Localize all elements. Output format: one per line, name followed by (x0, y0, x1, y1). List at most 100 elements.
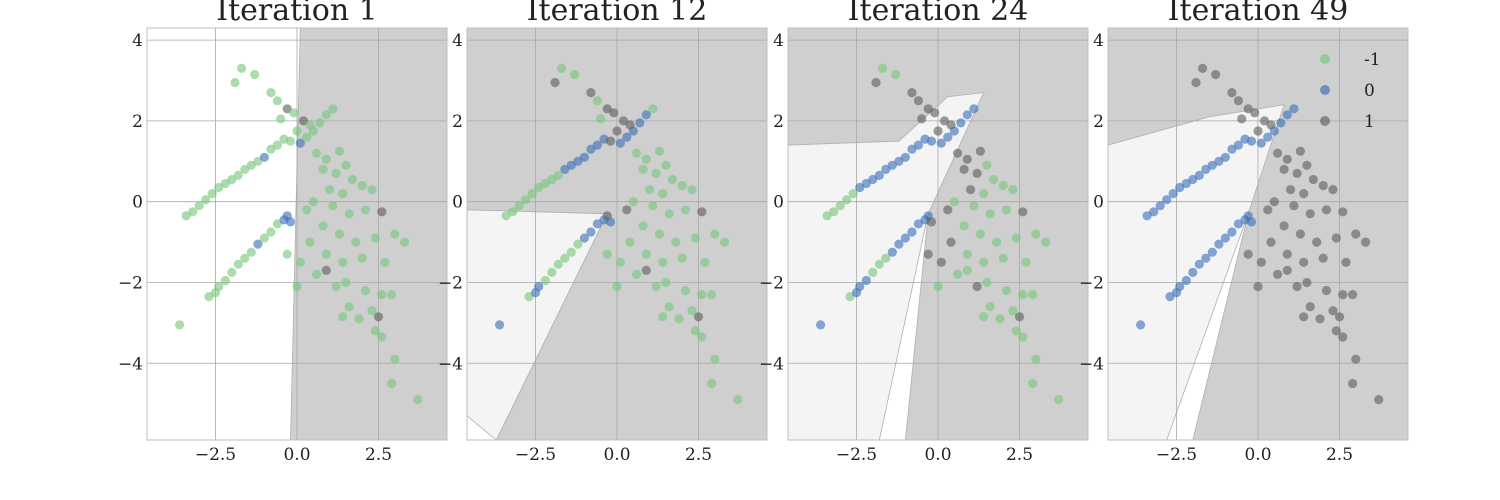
scatter-point (878, 63, 888, 73)
scatter-point (946, 237, 956, 247)
scatter-point (227, 267, 237, 277)
x-tick-label: 0.0 (283, 445, 310, 465)
scatter-point (400, 237, 410, 247)
scatter-point (547, 267, 557, 277)
x-tick-label: 0.0 (924, 445, 951, 465)
scatter-point (1273, 148, 1283, 158)
scatter-point (1289, 201, 1299, 211)
scatter-point (367, 306, 377, 316)
scatter-point (693, 312, 704, 322)
scatter-point (887, 160, 897, 170)
scatter-point (707, 378, 717, 389)
scatter-point (969, 201, 979, 211)
scatter-point (687, 306, 697, 316)
scatter-point (651, 281, 661, 292)
scatter-point (1011, 326, 1021, 336)
scatter-point (894, 239, 904, 249)
scatter-point (1220, 152, 1230, 162)
scatter-point (1286, 185, 1296, 195)
scatter-point (1256, 257, 1266, 267)
scatter-point (933, 126, 943, 136)
scatter-point (829, 207, 839, 217)
plot-frame (466, 27, 768, 441)
scatter-point (370, 326, 380, 336)
scatter-point (1227, 88, 1237, 98)
scatter-point (1018, 207, 1028, 217)
scatter-point (959, 164, 969, 174)
scatter-point (377, 290, 387, 300)
legend-marker-0 (1320, 85, 1330, 95)
scatter-point (250, 69, 260, 80)
scatter-point (1295, 229, 1305, 239)
subplot-title: Iteration 49 (1168, 0, 1349, 28)
scatter-point (1305, 302, 1315, 312)
scatter-point (972, 281, 982, 292)
scatter-point (527, 189, 537, 199)
scatter-point (1011, 233, 1021, 243)
scatter-point (1014, 312, 1025, 322)
scatter-point (1041, 237, 1051, 247)
scatter-point (1028, 290, 1038, 300)
y-tick-label: −2 (438, 273, 463, 293)
scatter-point (962, 249, 972, 259)
scatter-point (1351, 354, 1361, 364)
scatter-point (259, 152, 269, 162)
scatter-point (874, 259, 884, 269)
scatter-point (998, 253, 1008, 263)
scatter-point (266, 88, 276, 98)
scatter-point (390, 354, 400, 364)
scatter-point (360, 285, 371, 296)
scatter-point (318, 164, 328, 174)
scatter-point (237, 63, 247, 73)
scatter-point (1008, 185, 1018, 195)
scatter-point (292, 126, 302, 136)
x-tick-label: −2.5 (1156, 445, 1197, 465)
scatter-point (334, 229, 344, 239)
scatter-point (969, 104, 979, 114)
scatter-point (1312, 237, 1322, 247)
scatter-point (1162, 195, 1172, 205)
scatter-point (259, 233, 269, 243)
scatter-point (1214, 239, 1224, 249)
scatter-point (1299, 312, 1309, 322)
y-tick-label: −2 (1079, 273, 1104, 293)
scatter-point (622, 205, 632, 215)
scatter-point (413, 395, 423, 405)
scatter-point (979, 257, 989, 267)
scatter-point (1233, 140, 1243, 150)
scatter-point (272, 140, 282, 150)
scatter-point (1305, 209, 1315, 219)
scatter-point (1220, 233, 1230, 243)
scatter-point (733, 395, 743, 405)
scatter-point (962, 154, 972, 164)
scatter-point (181, 211, 191, 221)
scatter-point (1282, 265, 1292, 275)
scatter-point (1295, 146, 1305, 156)
y-tick-label: −2 (118, 273, 143, 293)
scatter-point (596, 114, 606, 124)
scatter-point (318, 221, 328, 231)
scatter-point (321, 154, 331, 164)
scatter-point (1292, 281, 1302, 292)
scatter-point (344, 209, 354, 219)
scatter-point (1334, 312, 1345, 322)
scatter-point (900, 152, 911, 162)
scatter-point (521, 195, 531, 205)
scatter-point (930, 108, 940, 118)
scatter-point (360, 205, 371, 215)
scatter-point (1338, 332, 1348, 342)
scatter-point (690, 326, 700, 336)
scatter-point (285, 136, 296, 146)
scatter-point (982, 277, 992, 288)
scatter-point (570, 69, 580, 80)
scatter-point (289, 108, 299, 118)
scatter-point (907, 88, 917, 98)
scatter-point (1001, 285, 1012, 296)
subplot-iteration-12: Iteration 12 −2.5 0.0 2.5 4 2 0 −2 −4 (438, 0, 768, 465)
x-tick-label: 0.0 (1244, 445, 1271, 465)
scatter-point (664, 209, 674, 219)
scatter-point (495, 320, 505, 330)
scatter-point (972, 168, 982, 178)
scatter-point (667, 174, 678, 185)
scatter-point (1302, 160, 1312, 170)
